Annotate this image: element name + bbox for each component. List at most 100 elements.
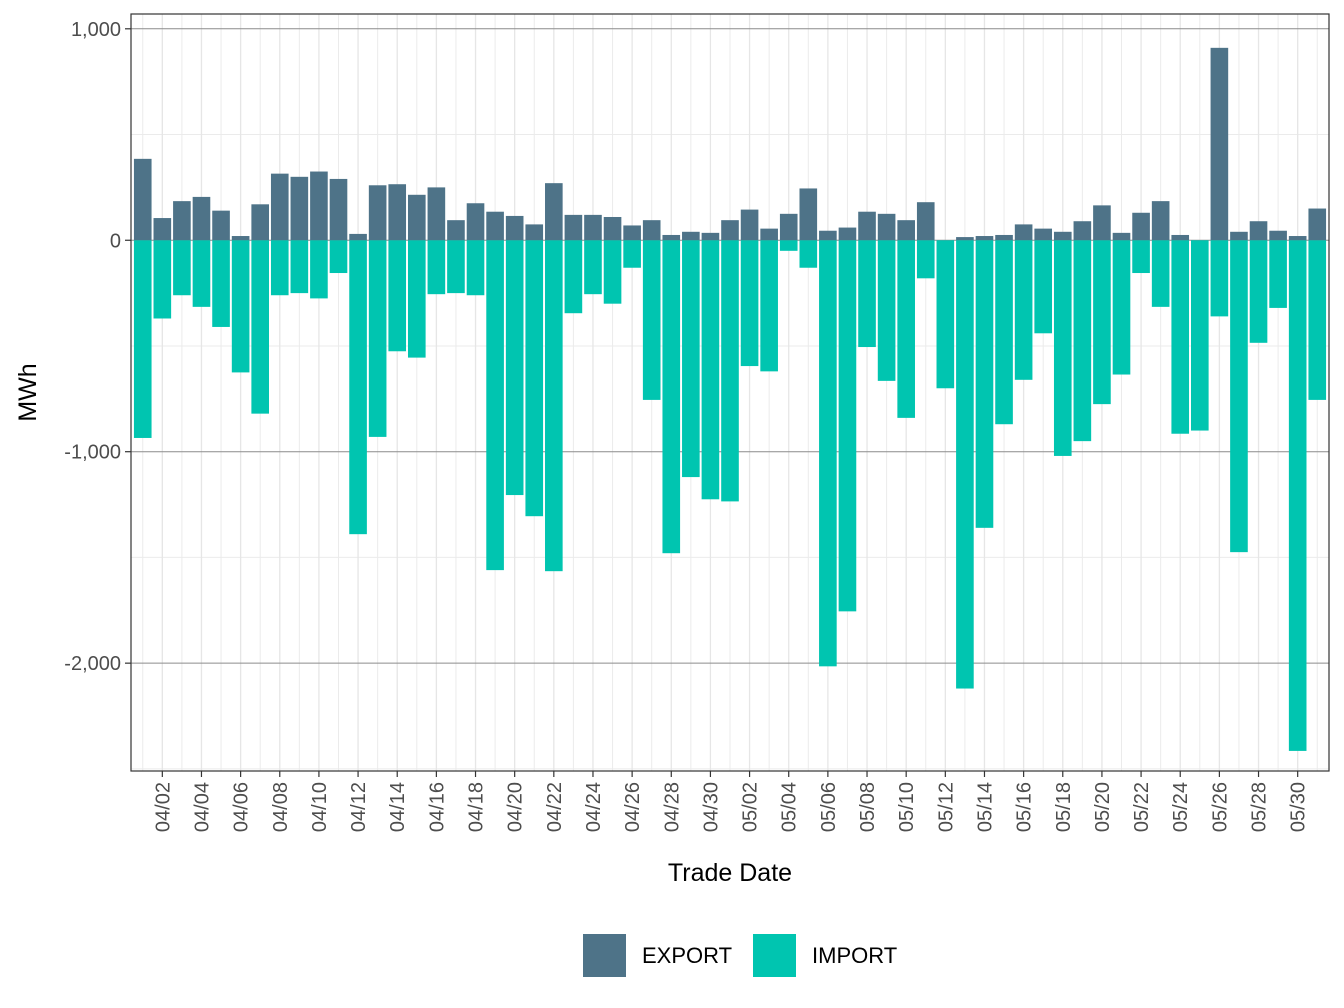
y-axis: 1,000 0 -1,000 -2,000: [64, 19, 131, 675]
bar-import-05-02: [740, 240, 759, 367]
bar-export-05-20: [1093, 205, 1111, 241]
x-tick-label: 05/26: [1209, 782, 1231, 832]
y-tick-label: 0: [110, 230, 121, 252]
y-axis-title: MWh: [14, 363, 42, 421]
bar-export-05-17: [1034, 228, 1053, 241]
bar-import-05-22: [1132, 240, 1150, 274]
bar-import-05-26: [1210, 240, 1229, 317]
bar-export-04-23: [564, 214, 583, 241]
bar-import-04-18: [466, 240, 485, 296]
bar-export-04-09: [290, 176, 309, 241]
bar-export-05-28: [1249, 221, 1268, 241]
bar-export-04-21: [525, 224, 544, 241]
bar-import-04-10: [310, 240, 328, 299]
x-tick-label: 04/30: [700, 782, 722, 832]
bar-export-05-31: [1308, 208, 1327, 241]
bar-export-04-28: [662, 234, 681, 241]
x-tick-label: 04/10: [309, 782, 331, 832]
bar-import-04-16: [427, 240, 446, 295]
bar-import-05-23: [1151, 240, 1170, 307]
bar-export-05-08: [858, 211, 876, 241]
bar-export-05-13: [956, 237, 974, 241]
bar-export-05-30: [1288, 236, 1307, 241]
bar-export-05-22: [1132, 212, 1150, 241]
bar-import-04-22: [545, 240, 563, 572]
bar-import-05-31: [1308, 240, 1327, 400]
bar-import-05-03: [760, 240, 778, 372]
bar-export-04-12: [349, 233, 367, 241]
x-tick-label: 04/02: [152, 782, 174, 832]
x-tick-label: 05/20: [1092, 782, 1114, 832]
bar-import-05-01: [721, 240, 739, 502]
bar-export-04-15: [407, 194, 426, 241]
x-tick-label: 04/26: [622, 782, 644, 832]
bar-export-04-25: [603, 216, 622, 241]
x-tick-label: 04/22: [544, 782, 566, 832]
x-tick-label: 05/24: [1170, 782, 1192, 832]
bar-export-04-18: [466, 203, 485, 241]
x-tick-label: 05/06: [818, 782, 840, 832]
bar-export-05-18: [1053, 231, 1072, 241]
x-tick-label: 05/14: [974, 782, 996, 832]
bar-import-04-14: [388, 240, 407, 352]
x-axis-title: Trade Date: [668, 859, 792, 887]
x-tick-label: 04/28: [661, 782, 683, 832]
bar-import-04-12: [349, 240, 367, 535]
bar-import-04-15: [407, 240, 426, 358]
bar-import-05-10: [897, 240, 915, 418]
bar-export-04-01: [133, 158, 152, 241]
bar-import-04-17: [447, 240, 465, 294]
bar-import-05-18: [1053, 240, 1072, 456]
bar-export-04-16: [427, 187, 446, 241]
bar-export-05-02: [740, 209, 759, 241]
x-tick-label: 05/12: [935, 782, 957, 832]
x-tick-label: 05/16: [1014, 782, 1036, 832]
bar-import-04-26: [623, 240, 641, 268]
x-tick-label: 04/08: [270, 782, 292, 832]
export-series: [133, 47, 1327, 241]
bar-export-05-24: [1171, 234, 1190, 241]
bar-import-05-30: [1288, 240, 1307, 751]
bar-import-04-29: [682, 240, 700, 478]
legend-label-import: IMPORT: [812, 943, 897, 968]
x-tick-label: 05/10: [896, 782, 918, 832]
bar-export-04-14: [388, 184, 407, 241]
x-tick-label: 04/16: [426, 782, 448, 832]
bar-export-04-29: [682, 231, 700, 241]
bar-import-04-01: [133, 240, 152, 438]
bar-export-05-03: [760, 228, 778, 241]
x-tick-label: 04/18: [466, 782, 488, 832]
bar-export-05-14: [975, 236, 994, 241]
bar-import-04-02: [153, 240, 172, 319]
bar-import-04-21: [525, 240, 544, 517]
x-tick-label: 05/28: [1249, 782, 1271, 832]
bar-import-04-05: [212, 240, 230, 327]
bar-import-05-07: [838, 240, 857, 612]
bar-export-04-02: [153, 218, 172, 241]
bar-export-04-04: [192, 196, 211, 241]
bar-import-05-14: [975, 240, 994, 528]
bar-import-04-27: [642, 240, 661, 400]
bar-export-04-06: [231, 236, 250, 241]
bar-import-05-28: [1249, 240, 1268, 343]
y-tick-label: -1,000: [64, 442, 121, 464]
x-tick-label: 04/04: [191, 782, 213, 832]
bar-export-04-10: [310, 171, 328, 241]
x-tick-label: 04/12: [348, 782, 370, 832]
import-series: [133, 240, 1327, 751]
y-tick-label: -2,000: [64, 653, 121, 675]
bar-import-05-08: [858, 240, 876, 348]
bar-export-05-07: [838, 227, 857, 241]
bar-export-04-22: [545, 183, 563, 241]
bar-import-04-20: [505, 240, 524, 496]
bar-import-04-28: [662, 240, 681, 554]
bar-import-05-06: [819, 240, 837, 667]
bar-import-04-24: [584, 240, 602, 295]
bar-import-05-11: [916, 240, 935, 279]
bar-import-05-17: [1034, 240, 1053, 334]
bar-import-04-06: [231, 240, 250, 373]
bar-export-05-23: [1151, 201, 1170, 241]
bar-export-05-06: [819, 230, 837, 241]
bar-import-05-27: [1230, 240, 1248, 553]
bar-import-04-30: [701, 240, 720, 500]
